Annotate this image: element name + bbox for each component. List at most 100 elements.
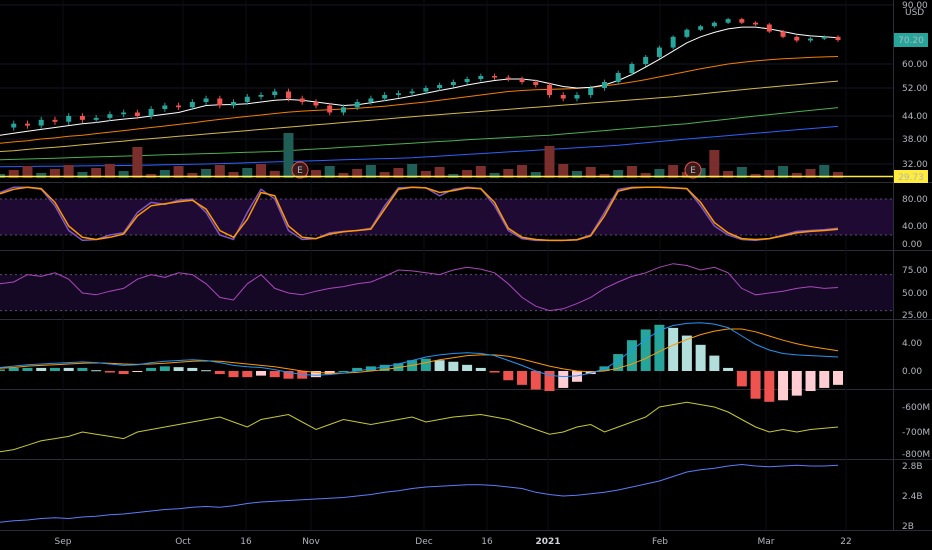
candle-body [244,96,250,102]
volume-bar [256,164,267,178]
time-axis-tick-3: Nov [302,537,320,547]
macd-histogram-bar [448,361,459,371]
volume-bar [489,173,500,178]
candle-body [340,107,346,113]
candle-body [24,123,30,126]
macd-axis-tick-1: 0.00 [902,367,922,377]
macd-histogram-bar [324,371,335,375]
macd-histogram-bar [613,354,624,371]
time-axis-tick-9: 22 [840,537,851,547]
time-axis-tick-7: Feb [652,537,668,547]
candle-body [711,22,717,27]
time-axis-tick-8: Mar [758,537,775,547]
volume-bar [8,170,19,178]
macd-histogram-bar [310,371,321,378]
macd-histogram-bar [626,340,637,371]
macd-histogram-bar [736,371,747,387]
stochastic-d-line [0,186,839,242]
obv-axis-tick-1: 2.4B [902,492,923,502]
macd-pane [0,322,843,402]
macd-histogram-bar [723,367,734,371]
macd-histogram-bar [352,367,363,371]
candle-body [492,76,498,78]
candle-body [643,56,649,64]
macd-histogram-bar [750,371,761,399]
volume-bar [338,173,349,178]
volume-flow-pane [0,401,839,453]
volume-bar [407,164,418,178]
candle-body [66,116,72,122]
volume-bar [324,166,335,178]
candle-body [739,19,745,23]
volume-bar [709,150,720,178]
candle-body [519,79,525,82]
volume-bar [420,171,431,178]
currency-label: USD [905,8,924,18]
rsi-line [0,263,839,312]
candle-body [450,82,456,85]
candle-body [766,24,772,32]
candle-body [725,19,731,23]
macd-histogram-bar [0,369,5,371]
macd-histogram-bar [256,371,267,376]
candle-body [368,98,374,102]
candle-body [601,82,607,88]
macd-axis-tick-0: 4.00 [902,339,922,349]
volume-bar [475,166,486,178]
macd-histogram-bar [462,364,473,371]
stochastic-axis-tick-2: 0.00 [902,240,922,250]
macd-histogram-bar [475,367,486,371]
macd-histogram-bar [49,367,60,371]
macd-histogram-bar [544,371,555,392]
volume-bar [36,173,47,178]
volume-bar [132,147,143,178]
macd-histogram-bar [201,370,212,372]
candle-body [684,29,690,37]
candle-body [808,38,814,41]
volume-bar [503,169,514,178]
macd-histogram-bar [187,367,198,371]
volume-bar [49,169,60,178]
macd-histogram-bar [791,371,802,396]
candle-body [821,36,827,39]
macd-histogram-bar [778,371,789,401]
volume-bar [736,167,747,178]
candle-body [189,102,195,108]
volume-bar [91,168,102,178]
candle-body [670,36,676,48]
rsi-axis-tick-1: 50.00 [902,289,928,299]
volume-bar [805,169,816,178]
candle-body [217,98,223,106]
price-axis[interactable]: 90.00 60.00 52.00 44.00 38.00 32.00 USD 70.20 29… [894,1,930,532]
candle-body [656,47,662,57]
earnings-marker-label: E [297,166,303,176]
macd-histogram-bar [63,367,74,371]
volume-bar [393,168,404,178]
macd-histogram-bar [283,371,294,379]
candle-body [162,105,168,109]
volume-bar [214,165,225,178]
level-badge [894,170,928,183]
candle-body [11,123,17,128]
volume-bar [585,167,596,178]
candle-body [148,109,154,116]
rsi-pane [0,263,893,312]
volume-bar [833,172,843,178]
stochastic-pane [0,186,893,242]
volume-bar [187,173,198,178]
candle-body [835,36,841,40]
volume-flow-line [0,401,839,453]
macd-histogram-bar [77,367,88,371]
obv-line [0,463,839,523]
candle-body [780,31,786,37]
volume-bar [558,164,569,178]
time-axis-tick-6: 2021 [535,537,560,547]
price-axis-tick-1: 60.00 [902,60,928,70]
time-axis[interactable]: Sep Oct 16 Nov Dec 16 2021 Feb Mar 22 [55,537,852,547]
volume-bar [544,146,555,178]
volume-bar [819,165,830,178]
volume-bar [104,164,115,178]
candle-body [79,116,85,120]
